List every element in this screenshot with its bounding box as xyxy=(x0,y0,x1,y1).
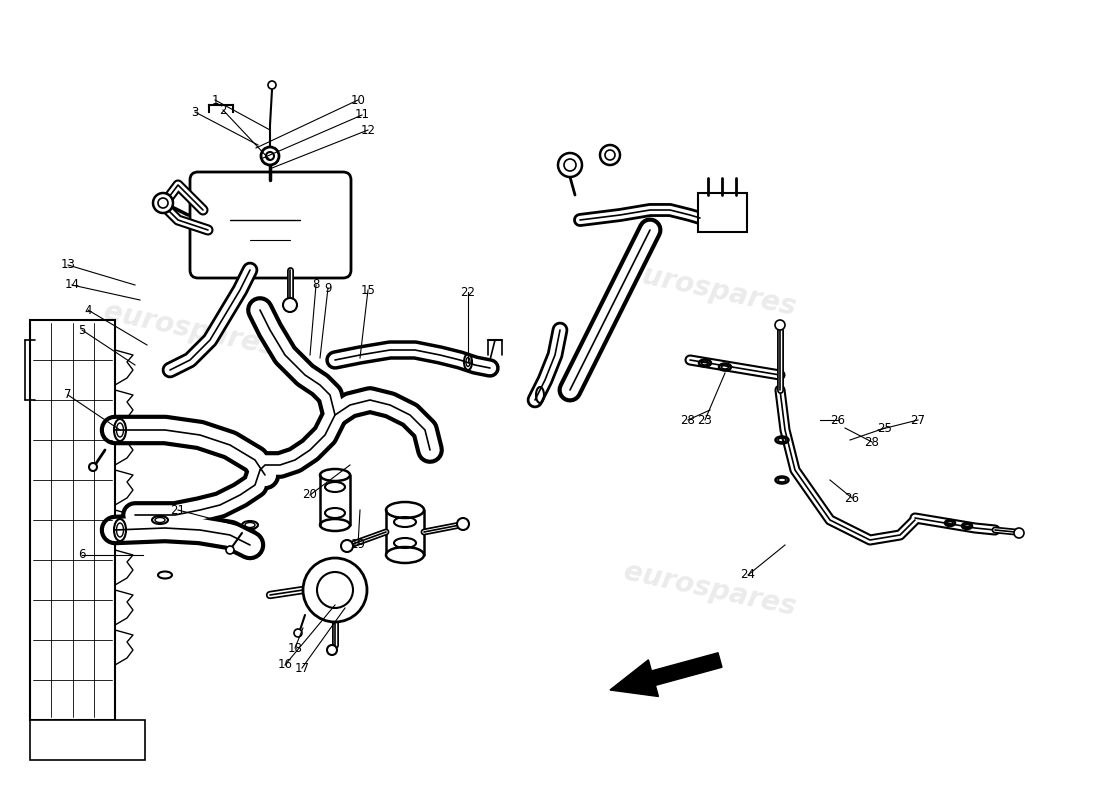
Circle shape xyxy=(600,145,620,165)
Circle shape xyxy=(317,572,353,608)
Text: eurospares: eurospares xyxy=(621,558,799,622)
Circle shape xyxy=(89,463,97,471)
Circle shape xyxy=(158,198,168,208)
Text: 14: 14 xyxy=(65,278,79,291)
Text: eurospares: eurospares xyxy=(621,258,799,322)
Circle shape xyxy=(266,152,274,160)
FancyBboxPatch shape xyxy=(30,720,145,760)
Text: 10: 10 xyxy=(351,94,365,106)
Circle shape xyxy=(268,81,276,89)
Text: 22: 22 xyxy=(461,286,475,298)
Text: 1: 1 xyxy=(211,94,219,106)
Text: 24: 24 xyxy=(740,569,756,582)
Text: 20: 20 xyxy=(302,489,318,502)
Text: 18: 18 xyxy=(287,642,303,654)
Text: 8: 8 xyxy=(312,278,320,291)
Text: 5: 5 xyxy=(78,323,86,337)
Text: 2: 2 xyxy=(219,103,227,117)
Text: 26: 26 xyxy=(845,491,859,505)
Circle shape xyxy=(226,546,234,554)
Text: 26: 26 xyxy=(830,414,846,426)
Circle shape xyxy=(341,540,353,552)
Circle shape xyxy=(294,629,302,637)
FancyBboxPatch shape xyxy=(190,172,351,278)
FancyBboxPatch shape xyxy=(698,193,747,232)
FancyArrow shape xyxy=(610,653,722,697)
Circle shape xyxy=(456,518,469,530)
Text: 4: 4 xyxy=(85,303,91,317)
FancyBboxPatch shape xyxy=(30,320,116,720)
Text: 13: 13 xyxy=(60,258,76,271)
Circle shape xyxy=(564,159,576,171)
Circle shape xyxy=(283,298,297,312)
Text: 15: 15 xyxy=(361,283,375,297)
Text: 7: 7 xyxy=(64,389,72,402)
Text: 19: 19 xyxy=(351,538,365,551)
Circle shape xyxy=(605,150,615,160)
Text: 25: 25 xyxy=(878,422,892,434)
Circle shape xyxy=(558,153,582,177)
Ellipse shape xyxy=(386,502,424,518)
Text: 21: 21 xyxy=(170,503,186,517)
Text: 11: 11 xyxy=(354,109,370,122)
Circle shape xyxy=(776,320,785,330)
Text: 28: 28 xyxy=(865,435,879,449)
Circle shape xyxy=(1014,528,1024,538)
Text: 3: 3 xyxy=(191,106,199,118)
Text: 17: 17 xyxy=(295,662,309,674)
Text: 28: 28 xyxy=(681,414,695,426)
Text: 6: 6 xyxy=(78,549,86,562)
Circle shape xyxy=(327,645,337,655)
Text: 16: 16 xyxy=(277,658,293,671)
Circle shape xyxy=(302,558,367,622)
Text: 9: 9 xyxy=(324,282,332,294)
Circle shape xyxy=(153,193,173,213)
Circle shape xyxy=(261,147,279,165)
Ellipse shape xyxy=(386,547,424,563)
Text: 23: 23 xyxy=(697,414,713,426)
Text: 27: 27 xyxy=(911,414,925,426)
Text: eurospares: eurospares xyxy=(101,298,278,362)
Text: 12: 12 xyxy=(361,123,375,137)
